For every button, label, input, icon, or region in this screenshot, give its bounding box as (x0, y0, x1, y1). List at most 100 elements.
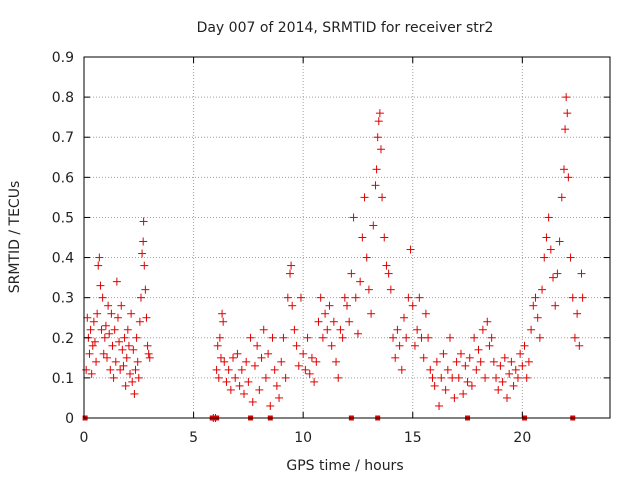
data-point (573, 309, 582, 318)
data-point (483, 317, 492, 326)
data-point (578, 293, 587, 302)
data-point (120, 333, 129, 342)
data-point (86, 325, 95, 334)
data-point (450, 393, 459, 402)
data-point (255, 385, 264, 394)
data-point (213, 341, 222, 350)
data-point (239, 389, 248, 398)
data-point (105, 329, 114, 338)
data-point (428, 373, 437, 382)
data-point (109, 373, 118, 382)
data-point (92, 357, 101, 366)
data-point (336, 325, 345, 334)
data-point (570, 333, 579, 342)
data-point (224, 365, 233, 374)
data-point (502, 393, 511, 402)
data-point (347, 269, 356, 278)
data-point (500, 353, 509, 362)
data-point (563, 109, 572, 118)
data-point (577, 269, 586, 278)
data-point (327, 341, 336, 350)
data-point (561, 125, 570, 134)
data-point (95, 253, 104, 262)
data-point (94, 261, 103, 270)
data-point (522, 373, 531, 382)
data-point (557, 193, 566, 202)
data-point (101, 321, 110, 330)
data-point (131, 365, 140, 374)
data-point (524, 357, 533, 366)
data-point (261, 373, 270, 382)
data-point (472, 365, 481, 374)
data-point (395, 341, 404, 350)
data-point (87, 369, 96, 378)
chart-title: Day 007 of 2014, SRMTID for receiver str… (197, 20, 494, 36)
data-point (279, 333, 288, 342)
data-point (310, 377, 319, 386)
data-point (470, 333, 479, 342)
data-point (229, 353, 238, 362)
data-point (272, 381, 281, 390)
data-point (130, 389, 139, 398)
data-point (126, 369, 135, 378)
data-point (454, 373, 463, 382)
data-point (424, 333, 433, 342)
data-point (108, 341, 117, 350)
data-point (360, 193, 369, 202)
data-point (323, 325, 332, 334)
data-point (562, 93, 571, 102)
data-point (116, 365, 125, 374)
data-point (90, 337, 99, 346)
data-point (568, 293, 577, 302)
data-point (404, 293, 413, 302)
data-point (509, 381, 518, 390)
data-point (402, 333, 411, 342)
data-point (496, 361, 505, 370)
data-point (321, 309, 330, 318)
data-point (215, 333, 224, 342)
data-point (507, 357, 516, 366)
data-point (214, 373, 223, 382)
data-point (132, 333, 141, 342)
data-point (288, 301, 297, 310)
data-point (305, 369, 314, 378)
data-point (301, 365, 310, 374)
data-point (104, 301, 113, 310)
data-point (292, 341, 301, 350)
data-point (494, 385, 503, 394)
data-point (246, 333, 255, 342)
data-point (111, 357, 120, 366)
data-point (275, 393, 284, 402)
data-point (140, 261, 149, 270)
data-point (270, 365, 279, 374)
data-point (505, 369, 514, 378)
data-point (286, 269, 295, 278)
data-point (485, 341, 494, 350)
data-point (378, 193, 387, 202)
data-point (551, 301, 560, 310)
data-point (544, 213, 553, 222)
data-point (441, 385, 450, 394)
data-point (264, 349, 273, 358)
data-point (564, 173, 573, 182)
data-point (290, 325, 299, 334)
data-point (492, 373, 501, 382)
data-point (145, 353, 154, 362)
x-axis-label: GPS time / hours (286, 458, 403, 474)
data-point (463, 377, 472, 386)
data-point (212, 365, 221, 374)
data-point (287, 261, 296, 270)
data-point (88, 341, 97, 350)
data-point (253, 341, 262, 350)
data-point (343, 301, 351, 310)
data-point (144, 349, 153, 358)
data-point (218, 309, 227, 318)
data-point (244, 377, 253, 386)
data-point (338, 333, 347, 342)
data-point (307, 353, 316, 362)
data-point (316, 293, 325, 302)
data-point (513, 373, 522, 382)
data-point (345, 317, 354, 326)
data-point (216, 353, 225, 362)
